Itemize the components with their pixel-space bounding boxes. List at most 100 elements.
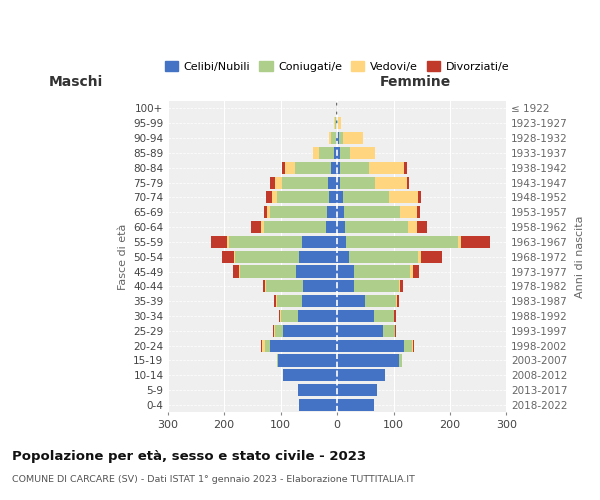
Bar: [337, 369, 385, 382]
Bar: [234, 250, 235, 263]
Bar: [413, 266, 419, 278]
Bar: [298, 310, 337, 322]
Bar: [337, 384, 377, 396]
Bar: [275, 324, 283, 337]
Bar: [337, 192, 343, 203]
Bar: [345, 221, 408, 233]
Bar: [277, 354, 278, 366]
Bar: [211, 236, 227, 248]
Bar: [346, 236, 458, 248]
Bar: [416, 221, 427, 233]
Y-axis label: Anni di nascita: Anni di nascita: [575, 216, 585, 298]
Bar: [227, 236, 229, 248]
Bar: [271, 206, 327, 218]
Bar: [265, 340, 271, 351]
Bar: [261, 221, 263, 233]
Bar: [235, 250, 299, 263]
Bar: [272, 324, 274, 337]
Bar: [263, 280, 265, 292]
Bar: [284, 162, 295, 174]
Bar: [295, 162, 331, 174]
Bar: [337, 102, 338, 115]
Bar: [404, 340, 412, 351]
Bar: [263, 221, 326, 233]
Bar: [274, 324, 275, 337]
Bar: [354, 280, 399, 292]
Bar: [418, 192, 421, 203]
Bar: [302, 295, 337, 308]
Text: Femmine: Femmine: [379, 74, 451, 88]
Bar: [278, 354, 337, 366]
Bar: [350, 147, 376, 159]
Text: COMUNE DI CARCARE (SV) - Dati ISTAT 1° gennaio 2023 - Elaborazione TUTTITALIA.IT: COMUNE DI CARCARE (SV) - Dati ISTAT 1° g…: [12, 475, 415, 484]
Bar: [395, 324, 397, 337]
Bar: [313, 147, 319, 159]
Bar: [408, 221, 416, 233]
Bar: [265, 280, 266, 292]
Bar: [274, 295, 276, 308]
Bar: [328, 176, 337, 188]
Bar: [354, 266, 410, 278]
Bar: [344, 206, 400, 218]
Bar: [299, 399, 337, 411]
Bar: [399, 280, 400, 292]
Bar: [266, 192, 272, 203]
Bar: [343, 192, 389, 203]
Bar: [394, 310, 396, 322]
Bar: [343, 132, 363, 144]
Bar: [337, 266, 354, 278]
Bar: [282, 162, 284, 174]
Bar: [404, 162, 407, 174]
Bar: [251, 221, 261, 233]
Legend: Celibi/Nubili, Coniugati/e, Vedovi/e, Divorziati/e: Celibi/Nubili, Coniugati/e, Vedovi/e, Di…: [160, 57, 514, 76]
Bar: [337, 324, 383, 337]
Bar: [222, 250, 234, 263]
Bar: [329, 132, 331, 144]
Bar: [389, 192, 418, 203]
Y-axis label: Fasce di età: Fasce di età: [118, 224, 128, 290]
Bar: [374, 310, 394, 322]
Bar: [369, 162, 404, 174]
Bar: [239, 266, 240, 278]
Bar: [334, 147, 337, 159]
Bar: [296, 266, 337, 278]
Bar: [397, 295, 399, 308]
Bar: [277, 192, 329, 203]
Text: Maschi: Maschi: [49, 74, 103, 88]
Bar: [281, 310, 298, 322]
Bar: [299, 250, 337, 263]
Text: Popolazione per età, sesso e stato civile - 2023: Popolazione per età, sesso e stato civil…: [12, 450, 366, 463]
Bar: [399, 354, 402, 366]
Bar: [233, 266, 239, 278]
Bar: [349, 250, 418, 263]
Bar: [275, 176, 282, 188]
Bar: [337, 280, 354, 292]
Bar: [337, 132, 339, 144]
Bar: [337, 206, 344, 218]
Bar: [458, 236, 461, 248]
Bar: [282, 176, 328, 188]
Bar: [338, 117, 341, 130]
Bar: [277, 295, 302, 308]
Bar: [335, 117, 337, 130]
Bar: [337, 295, 365, 308]
Bar: [336, 132, 337, 144]
Bar: [337, 250, 349, 263]
Bar: [327, 206, 337, 218]
Bar: [319, 147, 334, 159]
Bar: [329, 192, 337, 203]
Bar: [337, 340, 404, 351]
Bar: [337, 221, 345, 233]
Bar: [264, 206, 267, 218]
Bar: [261, 340, 262, 351]
Bar: [331, 132, 336, 144]
Bar: [365, 295, 397, 308]
Bar: [400, 280, 403, 292]
Bar: [340, 147, 350, 159]
Bar: [283, 324, 337, 337]
Bar: [262, 340, 265, 351]
Bar: [375, 176, 407, 188]
Bar: [337, 162, 340, 174]
Bar: [267, 206, 271, 218]
Bar: [340, 162, 369, 174]
